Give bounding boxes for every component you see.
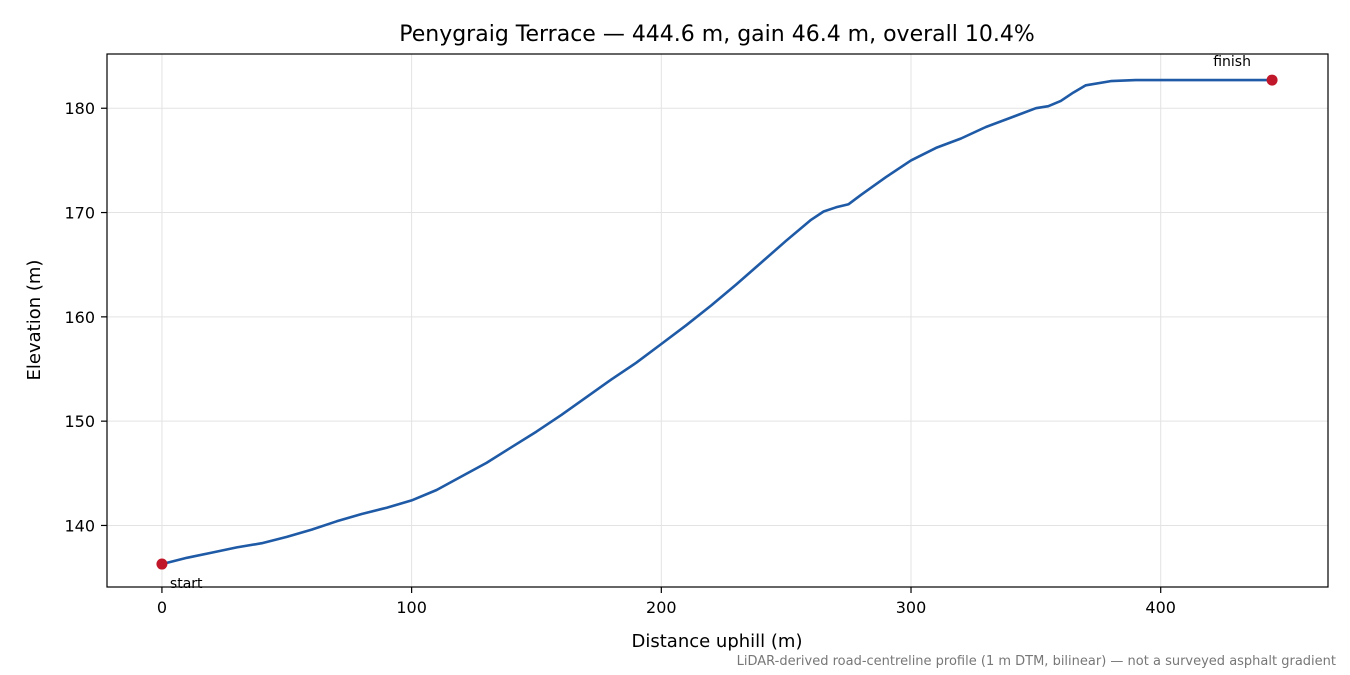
x-tick-label: 300: [896, 598, 927, 617]
y-tick-label: 150: [64, 412, 95, 431]
plot-area-frame: [106, 53, 1329, 588]
x-axis-label: Distance uphill (m): [632, 631, 803, 652]
axis-ticks: 0 100 200 300 400 140 150 160 170 180: [64, 99, 1176, 617]
y-tick-label: 180: [64, 99, 95, 118]
y-tick-label: 140: [64, 516, 95, 535]
grid: [107, 54, 1328, 587]
x-tick-label: 100: [396, 598, 427, 617]
start-marker: [156, 558, 168, 570]
start-label: start: [170, 576, 203, 592]
finish-label: finish: [1213, 54, 1251, 70]
footnote: LiDAR-derived road-centreline profile (1…: [737, 654, 1336, 669]
x-tick-label: 400: [1145, 598, 1176, 617]
series-layer: [161, 78, 1273, 566]
x-tick-label: 200: [646, 598, 677, 617]
elevation-series-line: [161, 78, 1273, 566]
x-tick-label: 0: [157, 598, 167, 617]
finish-marker: [1266, 74, 1278, 86]
y-tick-label: 170: [64, 204, 95, 223]
chart-title: Penygraig Terrace — 444.6 m, gain 46.4 m…: [399, 22, 1035, 47]
y-axis-label: Elevation (m): [24, 260, 45, 381]
marker-layer: start finish: [156, 54, 1278, 592]
y-tick-label: 160: [64, 308, 95, 327]
